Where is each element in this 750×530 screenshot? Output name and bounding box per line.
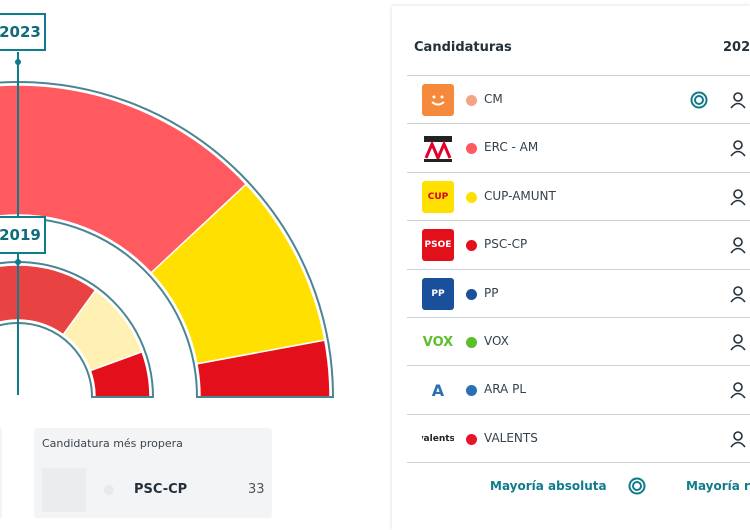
party-name: PSC-CP: [134, 482, 188, 497]
party-name: CUP-AMUNT: [484, 188, 556, 203]
person-icon: [730, 382, 746, 399]
bar: [424, 159, 452, 163]
arc-segment: [0, 264, 97, 336]
smiley: [431, 95, 445, 106]
head: [733, 430, 743, 441]
party-dot: [466, 240, 477, 252]
candidates-panel: Candidaturas 2023 CM ERC - AM CUP CUP-AMUNT…: [392, 6, 750, 530]
party-logo: VOX: [422, 326, 454, 358]
party-name: PP: [484, 285, 499, 300]
arc-outline: [0, 81, 335, 398]
arc-segment: [0, 84, 248, 274]
body: [730, 393, 746, 399]
candidate-row: A ARA PL: [407, 365, 750, 414]
dot: [104, 485, 114, 495]
bar: [424, 136, 452, 143]
party-name: VOX: [484, 334, 509, 348]
party-name: VALENTS: [484, 430, 538, 445]
party-name: ARA PL: [484, 382, 527, 397]
person-icon: [730, 188, 746, 206]
body: [730, 296, 746, 303]
majority-link[interactable]: Mayoría absoluta: [490, 479, 607, 493]
party-dot: [466, 288, 477, 300]
party-dot: [466, 191, 477, 203]
panel-title: Candidaturas: [414, 40, 512, 55]
majority-icon: [628, 477, 646, 495]
pointer-dot: [15, 259, 21, 265]
seats: 33: [248, 482, 265, 497]
closest-card: Candidatura més propera PSC-CP 33: [34, 428, 272, 518]
mouth: [431, 101, 445, 106]
body: [730, 102, 746, 109]
party-logo: [422, 84, 454, 116]
erc-mark: [424, 136, 452, 163]
pointer-dot: [15, 59, 21, 65]
body: [730, 151, 746, 157]
party-logo: A: [422, 374, 454, 407]
party-dot: [466, 433, 477, 445]
card-title: Candidatura més propera: [42, 437, 183, 450]
person-icon: [730, 237, 746, 254]
card: [0, 428, 2, 518]
person-icon: [730, 92, 746, 109]
year-label: 2023: [0, 13, 46, 51]
candidate-row: VOX VOX: [407, 317, 750, 366]
candidate-row: ERC - AM: [407, 123, 750, 172]
body: [730, 247, 746, 254]
party-logo: PP: [422, 277, 454, 310]
candidate-row: CUP CUP-AMUNT: [407, 171, 750, 221]
party-dot: [466, 95, 477, 106]
candidate-row: PP PP: [407, 268, 750, 318]
body: [730, 344, 746, 351]
party-name: PSC-CP: [484, 237, 528, 252]
eye: [440, 95, 444, 99]
hemicycle: [0, 52, 335, 398]
party-logo: PSOE: [422, 229, 454, 262]
year-header: 2023: [723, 40, 750, 55]
logo-placeholder: [42, 468, 86, 512]
head: [733, 334, 743, 344]
party-dot: [466, 385, 477, 397]
party-dot: [466, 143, 477, 155]
arch: [424, 140, 452, 163]
party-name: CM: [484, 92, 503, 106]
body: [730, 199, 746, 206]
majority-icon: [690, 91, 708, 109]
head: [733, 285, 743, 296]
party-dot: [466, 337, 477, 348]
party-logo: [422, 132, 454, 165]
party-logo: CUP: [422, 180, 454, 213]
head: [733, 382, 743, 393]
divider: [407, 462, 750, 463]
body: [730, 441, 746, 448]
year-label: 2019: [0, 216, 46, 254]
head: [733, 92, 743, 102]
person-icon: [730, 430, 746, 448]
person-icon: [730, 334, 746, 351]
person-icon: [730, 140, 746, 157]
candidate-row: CM: [407, 75, 750, 124]
ring: [694, 95, 704, 105]
candidate-row: valents. VALENTS: [407, 413, 750, 463]
head: [733, 237, 743, 247]
candidate-row: PSOE PSC-CP: [407, 220, 750, 269]
eye: [432, 95, 436, 99]
arc-outline: [0, 261, 155, 398]
party-logo: valents.: [422, 422, 454, 455]
party-name: ERC - AM: [484, 140, 539, 155]
head: [733, 188, 743, 199]
ring: [690, 91, 708, 109]
person-icon: [730, 285, 746, 303]
head: [733, 140, 743, 151]
majority-link[interactable]: Mayoría re: [686, 479, 750, 493]
